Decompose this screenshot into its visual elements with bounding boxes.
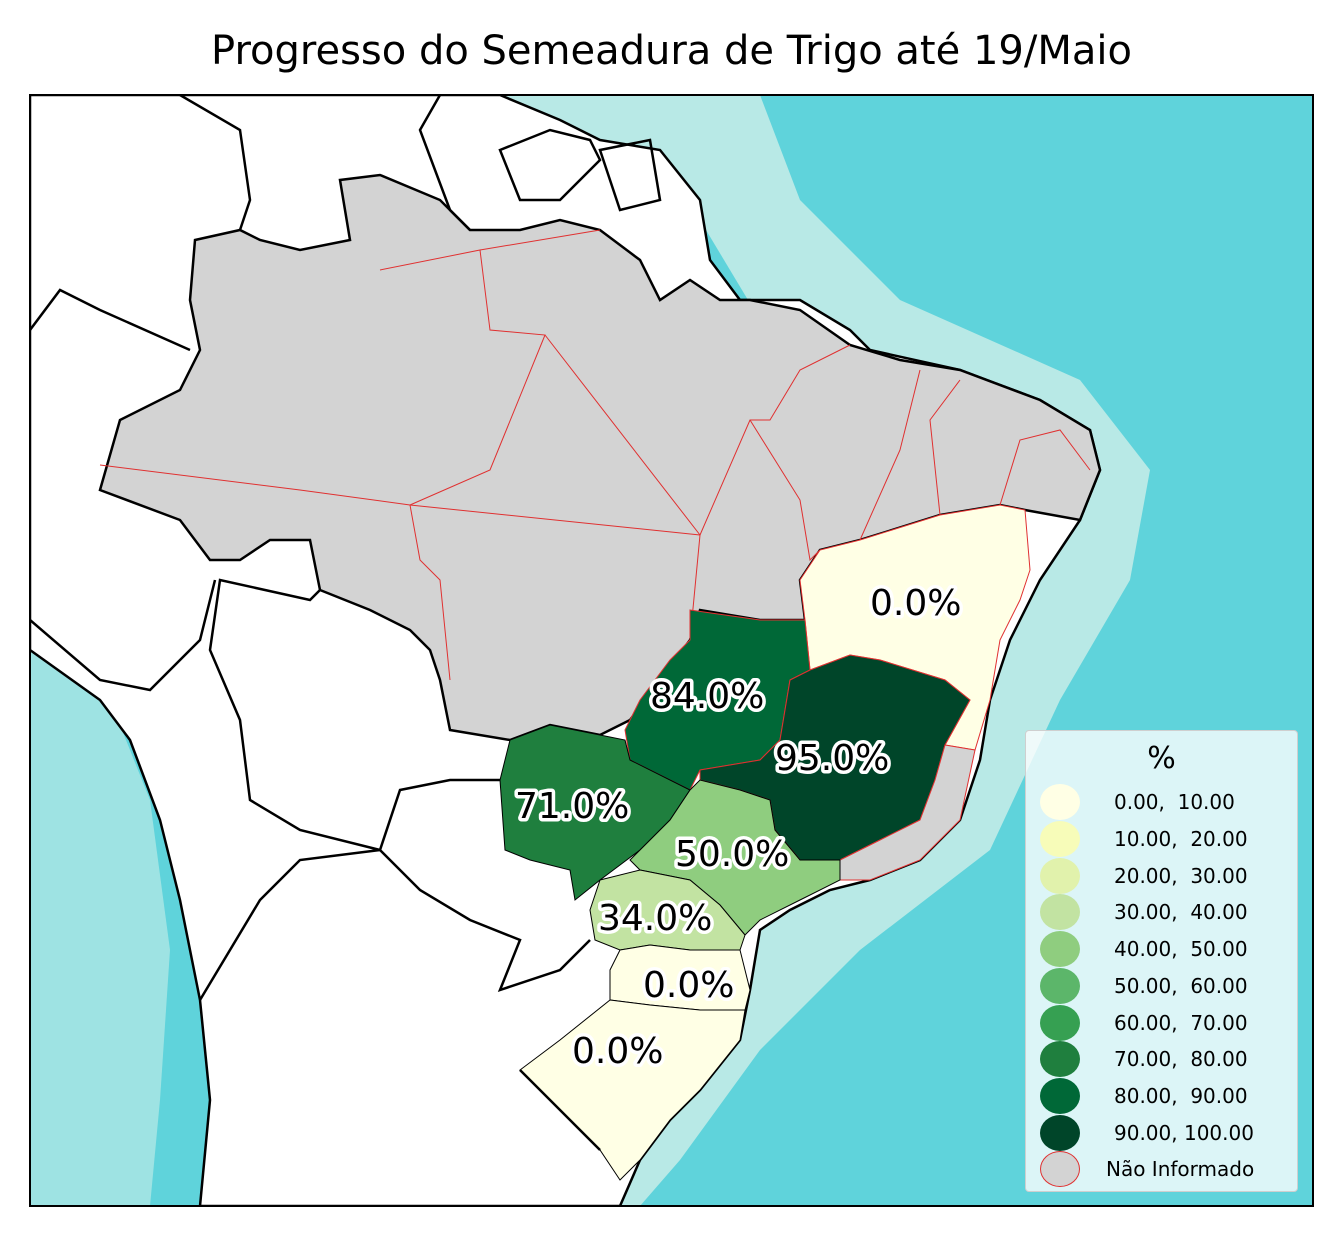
label-ba: 0.0% bbox=[870, 583, 961, 624]
legend-swatch bbox=[1040, 931, 1080, 967]
legend-swatch bbox=[1040, 968, 1080, 1004]
legend-label: 10.00, 20.00 bbox=[1114, 827, 1248, 851]
legend-label: 90.00, 100.00 bbox=[1114, 1121, 1254, 1145]
legend-item: 80.00, 90.00 bbox=[1026, 1078, 1297, 1114]
map-title: Progresso do Semeadura de Trigo até 19/M… bbox=[211, 28, 1132, 74]
legend-label: 40.00, 50.00 bbox=[1114, 937, 1248, 961]
legend-swatch bbox=[1040, 1151, 1080, 1187]
legend-label: 50.00, 60.00 bbox=[1114, 974, 1248, 998]
legend-swatch bbox=[1040, 1115, 1080, 1151]
legend-label: 20.00, 30.00 bbox=[1114, 864, 1248, 888]
legend-label: Não Informado bbox=[1106, 1157, 1255, 1181]
legend-swatch bbox=[1040, 894, 1080, 930]
legend-item: 50.00, 60.00 bbox=[1026, 968, 1297, 1004]
label-sp: 50.0% bbox=[675, 834, 789, 875]
legend-title: % bbox=[1147, 741, 1176, 776]
legend-item: Não Informado bbox=[1026, 1151, 1297, 1187]
continental-shelf bbox=[500, 95, 1150, 1206]
legend-label: 30.00, 40.00 bbox=[1114, 900, 1248, 924]
legend-item: 20.00, 30.00 bbox=[1026, 858, 1297, 894]
legend-item: 90.00, 100.00 bbox=[1026, 1115, 1297, 1151]
legend-label: 80.00, 90.00 bbox=[1114, 1084, 1248, 1108]
legend-swatch bbox=[1040, 784, 1080, 820]
legend-swatch bbox=[1040, 1041, 1080, 1077]
label-go: 84.0% bbox=[650, 676, 764, 717]
legend-swatch bbox=[1040, 821, 1080, 857]
label-ms: 71.0% bbox=[515, 786, 629, 827]
label-mg: 95.0% bbox=[775, 738, 889, 779]
legend-item: 70.00, 80.00 bbox=[1026, 1041, 1297, 1077]
legend-label: 60.00, 70.00 bbox=[1114, 1011, 1248, 1035]
legend-swatch bbox=[1040, 1005, 1080, 1041]
label-sc: 0.0% bbox=[643, 965, 734, 1006]
legend-item: 60.00, 70.00 bbox=[1026, 1005, 1297, 1041]
label-pr: 34.0% bbox=[598, 898, 712, 939]
map-frame bbox=[29, 94, 1314, 1207]
legend-item: 10.00, 20.00 bbox=[1026, 821, 1297, 857]
country-borders bbox=[30, 95, 662, 1151]
legend-item: 0.00, 10.00 bbox=[1026, 784, 1297, 820]
legend: % 0.00, 10.00 10.00, 20.00 20.00, 30.00 … bbox=[1025, 730, 1298, 1192]
state-borders bbox=[99, 229, 1091, 681]
legend-label: 0.00, 10.00 bbox=[1114, 790, 1235, 814]
legend-item: 40.00, 50.00 bbox=[1026, 931, 1297, 967]
legend-swatch bbox=[1040, 858, 1080, 894]
state-sp bbox=[629, 779, 841, 936]
legend-label: 70.00, 80.00 bbox=[1114, 1047, 1248, 1071]
pacific-shelf bbox=[30, 640, 170, 1206]
label-rs: 0.0% bbox=[572, 1031, 663, 1072]
legend-swatch bbox=[1040, 1078, 1080, 1114]
legend-item: 30.00, 40.00 bbox=[1026, 894, 1297, 930]
